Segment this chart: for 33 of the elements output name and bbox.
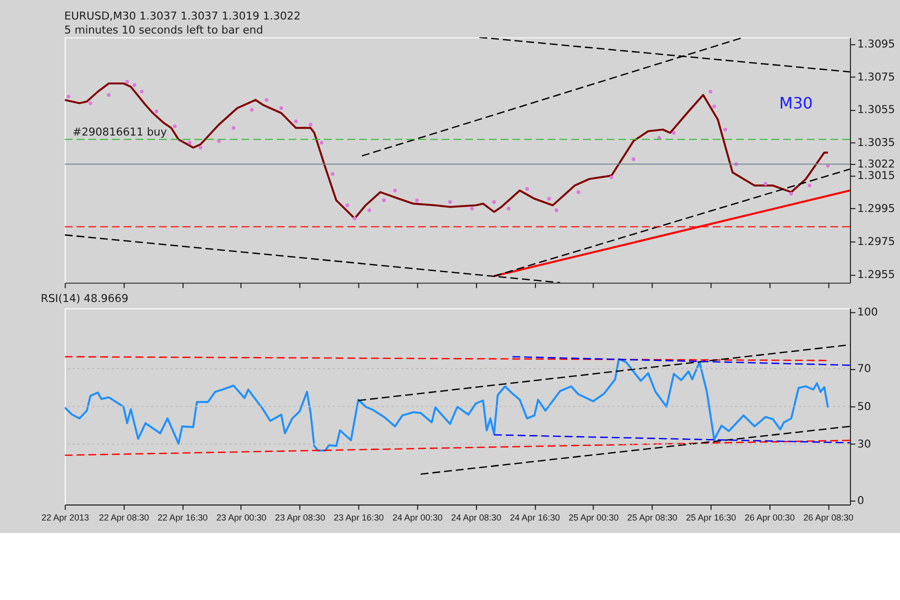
chart-title: RSI(14) 48.9669 bbox=[40, 292, 129, 306]
y-tick-label: 1.3095 bbox=[857, 37, 896, 50]
x-tick-label: 25 Apr 16:30 bbox=[686, 512, 736, 523]
y-tick-label: 1.2995 bbox=[857, 202, 896, 216]
x-tick-label: 22 Apr 2013 bbox=[41, 512, 90, 523]
y-tick-label: 50 bbox=[857, 400, 872, 413]
x-tick-label: 23 Apr 00:30 bbox=[216, 512, 266, 523]
x-tick-label: 22 Apr 08:30 bbox=[98, 512, 150, 523]
y-tick-label: 1.3035 bbox=[857, 136, 896, 150]
chart-title: EURUSD,M30 1.3037 1.3037 1.3019 1.3022 bbox=[64, 10, 301, 23]
chart-subtitle: 5 minutes 10 seconds left to bar end bbox=[64, 23, 264, 36]
y-tick-label: 100 bbox=[857, 305, 878, 318]
ref-line-label: #290816611 buy bbox=[72, 126, 168, 138]
x-tick-label: 25 Apr 00:30 bbox=[568, 512, 619, 523]
x-tick-label: 24 Apr 16:30 bbox=[510, 512, 560, 523]
y-tick-label: 70 bbox=[857, 362, 872, 376]
y-tick-label: 1.3022 bbox=[857, 158, 896, 171]
y-tick-label: 0 bbox=[857, 494, 864, 508]
x-tick-label: 24 Apr 08:30 bbox=[451, 512, 502, 523]
x-tick-label: 22 Apr 16:30 bbox=[158, 512, 208, 523]
x-tick-label: 26 Apr 00:30 bbox=[744, 512, 795, 523]
y-tick-label: 1.2975 bbox=[857, 234, 896, 248]
x-tick-label: 25 Apr 08:30 bbox=[627, 512, 678, 523]
annotation: M30 bbox=[779, 93, 813, 112]
y-tick-label: 30 bbox=[857, 438, 872, 451]
y-tick-label: 1.3015 bbox=[857, 169, 896, 182]
x-tick-label: 24 Apr 00:30 bbox=[392, 512, 443, 523]
x-tick-label: 26 Apr 08:30 bbox=[803, 512, 854, 523]
y-tick-label: 1.3075 bbox=[857, 70, 896, 84]
y-tick-label: 1.2955 bbox=[857, 268, 896, 281]
x-tick-label: 23 Apr 16:30 bbox=[334, 512, 384, 523]
x-tick-label: 23 Apr 08:30 bbox=[275, 512, 326, 523]
y-tick-label: 1.3055 bbox=[857, 103, 896, 116]
